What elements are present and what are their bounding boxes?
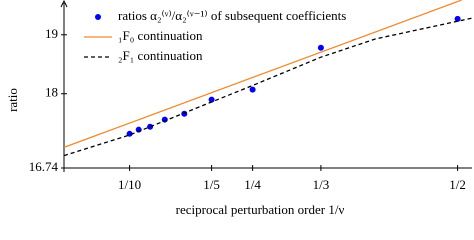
data-point (181, 110, 188, 117)
chart: ratio reciprocal perturbation order 1/ν … (5, 0, 474, 217)
x-tick-label: 1/3 (313, 177, 330, 192)
data-point (454, 15, 461, 22)
plot-area (64, 0, 474, 157)
x-tick-label: 1/2 (449, 177, 466, 192)
legend-label: ₁F₀ continuation (118, 28, 203, 43)
legend-label: ₂F₁ continuation (118, 48, 203, 63)
x-axis-label: reciprocal perturbation order 1/ν (176, 202, 345, 217)
y-axis-arrow (60, 0, 68, 8)
x-tick-label: 1/5 (203, 177, 220, 192)
line (64, 0, 462, 148)
x-tick-label: 1/10 (118, 177, 141, 192)
y-tick-label: 18 (45, 85, 58, 100)
data-point (208, 96, 215, 103)
x-tick-label: 1/4 (244, 177, 261, 192)
y-axis-label: ratio (5, 88, 20, 112)
data-point (147, 123, 154, 130)
y-tick-label: 16.74 (29, 159, 59, 174)
line (64, 17, 474, 157)
data-point (317, 44, 324, 51)
legend-label: ratios α₂⁽ᵛ⁾/α₂⁽ᵛ⁻¹⁾ of subsequent coeff… (118, 8, 346, 23)
data-point (249, 86, 256, 93)
legend-marker (95, 14, 101, 20)
data-point (126, 130, 133, 137)
y-tick-label: 19 (45, 26, 58, 41)
data-point (161, 116, 168, 123)
